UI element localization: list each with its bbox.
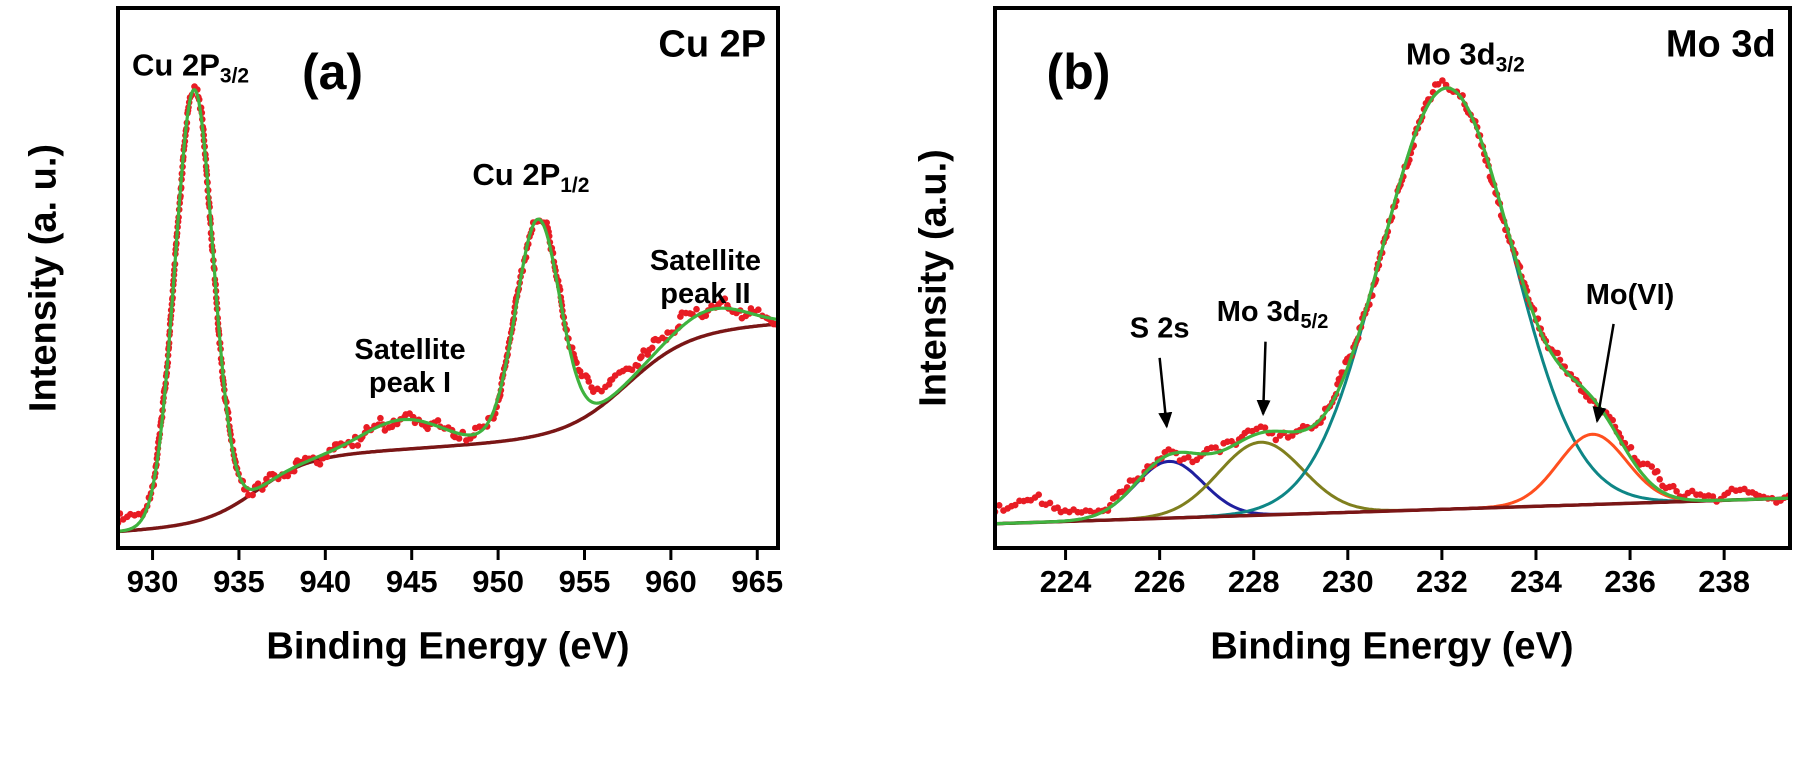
peak-label-mo3d32: Mo 3d3/2 — [1406, 37, 1525, 77]
panel-b-yaxis-title: Intensity (a.u.) — [912, 149, 955, 407]
peak-label-s2s: S 2s — [1130, 312, 1190, 344]
peak-label-mo3d52-arrow — [1256, 341, 1271, 417]
panel-b-xaxis-title: Binding Energy (eV) — [1210, 625, 1574, 668]
tick-label: 955 — [559, 564, 611, 599]
panel-b-chart: 224 226 228 230 232 234 236 238 (b) Mo 3d Mo 3d3/2… — [993, 6, 1792, 599]
tick-label: 234 — [1510, 564, 1562, 599]
x-axis-ticks: 224 226 228 230 232 234 236 238 — [1040, 548, 1750, 599]
panel-letter-a: (a) — [302, 44, 363, 100]
tick-label: 965 — [731, 564, 783, 599]
tick-label: 226 — [1134, 564, 1186, 599]
fit-envelope-line — [118, 88, 778, 533]
annotations: (b) Mo 3d Mo 3d3/2 S 2s Mo 3d5/2 Mo(VI) — [1047, 24, 1776, 429]
tick-label: 950 — [472, 564, 524, 599]
tick-label: 236 — [1604, 564, 1656, 599]
tick-label: 945 — [386, 564, 438, 599]
x-axis-ticks: 930 935 940 945 950 955 960 965 — [127, 548, 783, 599]
tick-label: 940 — [299, 564, 351, 599]
tick-label: 935 — [213, 564, 265, 599]
corner-label-mo3d: Mo 3d — [1666, 24, 1776, 66]
tick-label: 224 — [1040, 564, 1092, 599]
panel-letter-b: (b) — [1047, 44, 1111, 100]
tick-label: 960 — [645, 564, 697, 599]
component-curve-0 — [995, 459, 1790, 526]
peak-label-s2s-arrow — [1158, 357, 1173, 429]
peak-label-mo3d52: Mo 3d5/2 — [1217, 296, 1329, 333]
tick-label: 930 — [127, 564, 179, 599]
peak-label-satellite-2: Satellite peak II — [650, 245, 761, 310]
peak-label-cu2p32: Cu 2P3/2 — [132, 48, 249, 88]
plot-border — [116, 6, 780, 550]
peak-label-satellite-1: Satellite peak I — [354, 334, 465, 399]
corner-label-cu2p: Cu 2P — [658, 24, 766, 66]
tick-label: 230 — [1322, 564, 1374, 599]
component-curves — [118, 322, 778, 534]
peak-label-cu2p12: Cu 2P1/2 — [472, 157, 589, 197]
panel-a-yaxis-title: Intensity (a. u.) — [22, 143, 65, 413]
tick-label: 232 — [1416, 564, 1468, 599]
plot-border — [993, 6, 1792, 550]
tick-label: 238 — [1698, 564, 1750, 599]
panel-a-xaxis-title: Binding Energy (eV) — [266, 625, 630, 668]
peak-label-movi-arrow — [1592, 323, 1615, 424]
peak-label-movi: Mo(VI) — [1586, 279, 1675, 311]
background-line — [995, 496, 1790, 526]
fit-envelope-line — [995, 86, 1790, 526]
tick-label: 228 — [1228, 564, 1280, 599]
background-line — [118, 322, 778, 534]
annotations: Cu 2P3/2 (a) Cu 2P Satellite peak I Cu 2P1/2 S… — [132, 24, 766, 399]
